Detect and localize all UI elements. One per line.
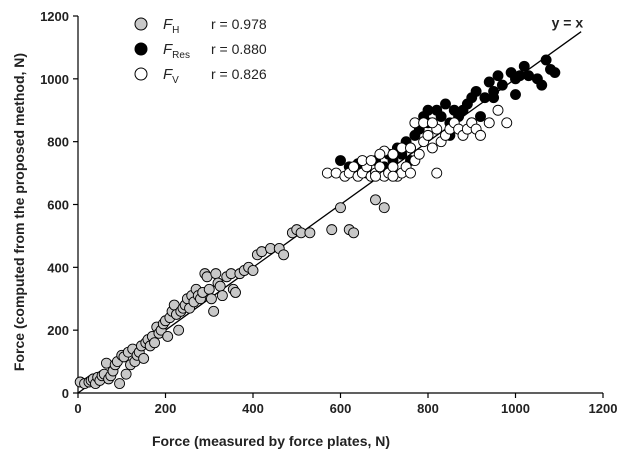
data-point bbox=[431, 167, 443, 179]
data-point bbox=[205, 293, 217, 305]
data-point bbox=[470, 85, 482, 97]
data-point bbox=[540, 54, 552, 66]
data-point bbox=[208, 305, 220, 317]
data-point bbox=[413, 148, 425, 160]
legend: FH r = 0.978 FRes r = 0.880 FV r = 0.826 bbox=[134, 16, 267, 86]
data-point bbox=[518, 60, 530, 72]
data-point bbox=[549, 67, 561, 79]
data-point bbox=[348, 161, 360, 173]
data-point bbox=[365, 155, 377, 166]
identity-line-label: y = x bbox=[552, 15, 584, 31]
data-point bbox=[422, 129, 434, 141]
legend-marker bbox=[134, 17, 148, 31]
y-ticks: 0 200 400 600 800 1000 1200 bbox=[40, 9, 78, 401]
x-tick-label: 200 bbox=[155, 401, 177, 416]
data-point bbox=[203, 283, 215, 295]
data-point bbox=[335, 155, 346, 166]
data-point bbox=[370, 170, 381, 182]
data-point bbox=[162, 331, 174, 342]
data-point bbox=[230, 287, 241, 298]
data-point bbox=[492, 70, 504, 82]
data-point bbox=[387, 161, 399, 173]
data-point bbox=[435, 111, 447, 122]
y-tick-label: 200 bbox=[47, 323, 69, 338]
x-ticks: 0 200 400 600 800 1000 1200 bbox=[74, 393, 617, 416]
legend-series-name: FRes bbox=[163, 41, 190, 61]
x-tick-label: 1000 bbox=[501, 401, 530, 416]
y-tick-label: 800 bbox=[47, 135, 69, 150]
legend-r-value: r = 0.880 bbox=[211, 41, 267, 57]
data-point bbox=[216, 290, 228, 302]
data-point bbox=[335, 202, 346, 214]
data-point bbox=[387, 170, 399, 182]
y-axis-title: Force (computed from the proposed method… bbox=[11, 53, 27, 371]
data-point bbox=[483, 76, 495, 88]
data-point bbox=[405, 167, 416, 179]
legend-series-subscript: H bbox=[172, 25, 179, 36]
data-point bbox=[149, 337, 161, 349]
data-point bbox=[387, 148, 399, 160]
data-point bbox=[304, 227, 316, 239]
y-tick-label: 400 bbox=[47, 260, 69, 275]
legend-r-value: r = 0.826 bbox=[211, 66, 267, 82]
y-tick-label: 0 bbox=[62, 386, 69, 401]
data-point bbox=[510, 89, 521, 100]
data-point bbox=[210, 268, 222, 280]
x-tick-label: 400 bbox=[242, 401, 264, 416]
data-point bbox=[138, 352, 150, 364]
y-tick-label: 1000 bbox=[40, 72, 69, 87]
x-tick-label: 800 bbox=[417, 401, 439, 416]
data-point bbox=[348, 227, 360, 239]
legend-series-name: FV bbox=[163, 66, 179, 86]
data-point bbox=[475, 111, 486, 122]
data-point bbox=[496, 79, 508, 91]
data-point bbox=[278, 249, 290, 261]
data-point bbox=[492, 104, 504, 116]
data-point bbox=[536, 79, 548, 91]
x-tick-label: 0 bbox=[74, 401, 81, 416]
data-point bbox=[374, 148, 386, 160]
data-point bbox=[214, 280, 226, 292]
x-axis-title: Force (measured by force plates, N) bbox=[152, 433, 390, 449]
data-point bbox=[374, 161, 386, 173]
data-point bbox=[378, 202, 390, 214]
x-tick-label: 1200 bbox=[589, 401, 618, 416]
series-h-points bbox=[74, 194, 390, 390]
axes: 0 200 400 600 800 1000 1200 0 200 400 600 800 1000 1… bbox=[40, 9, 617, 416]
legend-series-name: FH bbox=[163, 16, 179, 36]
x-tick-label: 600 bbox=[330, 401, 352, 416]
data-point bbox=[426, 117, 438, 129]
data-point bbox=[475, 129, 486, 141]
data-point bbox=[173, 324, 185, 336]
data-point bbox=[326, 224, 338, 236]
data-point bbox=[405, 142, 416, 154]
legend-series-subscript: V bbox=[172, 75, 179, 86]
data-point bbox=[488, 92, 500, 104]
data-point bbox=[426, 142, 438, 154]
data-point bbox=[247, 265, 259, 276]
data-points bbox=[74, 54, 561, 390]
data-point bbox=[120, 368, 132, 380]
legend-marker bbox=[134, 67, 148, 81]
series-v-points bbox=[321, 104, 513, 182]
y-tick-label: 1200 bbox=[40, 9, 69, 24]
y-tick-label: 600 bbox=[47, 198, 69, 213]
data-point bbox=[114, 378, 126, 390]
data-point bbox=[483, 117, 495, 129]
data-point bbox=[440, 98, 451, 110]
legend-series-subscript: Res bbox=[172, 50, 190, 61]
legend-r-value: r = 0.978 bbox=[211, 16, 267, 32]
data-point bbox=[501, 117, 513, 129]
legend-marker bbox=[134, 42, 148, 56]
data-point bbox=[370, 194, 381, 206]
